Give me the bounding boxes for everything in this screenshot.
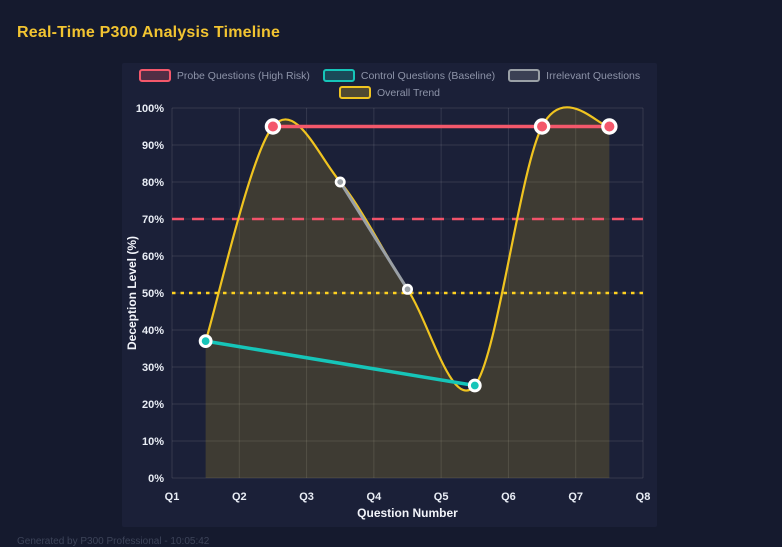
y-tick-label: 70%: [142, 214, 164, 226]
y-tick-label: 90%: [142, 140, 164, 152]
x-tick-label: Q3: [299, 491, 314, 503]
y-tick-label: 100%: [136, 103, 164, 115]
x-tick-label: Q8: [636, 491, 651, 503]
data-point-marker[interactable]: [334, 176, 346, 188]
data-point-marker[interactable]: [401, 283, 413, 295]
y-tick-label: 20%: [142, 399, 164, 411]
legend-label: Control Questions (Baseline): [360, 69, 496, 82]
legend-item-1[interactable]: Control Questions (Baseline): [322, 69, 496, 82]
legend-row: Probe Questions (High Risk) Control Quest…: [138, 69, 640, 82]
x-tick-label: Q1: [165, 491, 180, 503]
y-tick-label: 40%: [142, 325, 164, 337]
y-tick-label: 80%: [142, 177, 164, 189]
legend-swatch-icon: [138, 69, 171, 82]
page-title: Real-Time P300 Analysis Timeline: [17, 24, 281, 41]
legend-label: Probe Questions (High Risk): [176, 69, 310, 82]
legend-item-0[interactable]: Probe Questions (High Risk): [138, 69, 310, 82]
y-axis-title: Deception Level (%): [125, 235, 139, 351]
x-tick-label: Q7: [568, 491, 583, 503]
data-point-marker[interactable]: [467, 378, 482, 393]
y-tick-label: 0%: [148, 473, 164, 485]
y-tick-label: 30%: [142, 362, 164, 374]
y-tick-label: 10%: [142, 436, 164, 448]
y-tick-label: 50%: [142, 288, 164, 300]
data-point-marker[interactable]: [198, 334, 213, 349]
legend-item-2[interactable]: Irrelevant Questions: [508, 69, 640, 82]
data-point-marker[interactable]: [264, 118, 282, 135]
x-tick-label: Q4: [367, 491, 383, 503]
legend-item-3[interactable]: Overall Trend: [338, 86, 441, 99]
legend-label: Irrelevant Questions: [546, 69, 641, 82]
y-tick-label: 60%: [142, 251, 164, 263]
chart-legend: Probe Questions (High Risk) Control Quest…: [122, 69, 657, 99]
data-point-marker[interactable]: [533, 118, 551, 135]
legend-swatch-icon: [508, 69, 541, 82]
footer-note: Generated by P300 Professional - 10:05:4…: [17, 536, 210, 547]
series-line-2: [338, 180, 409, 291]
data-point-marker[interactable]: [601, 118, 618, 135]
legend-swatch-icon: [322, 69, 355, 82]
series-line-1: [203, 339, 477, 388]
x-tick-label: Q2: [232, 491, 247, 503]
x-tick-label: Q6: [501, 491, 516, 503]
legend-swatch-icon: [338, 86, 371, 99]
legend-label: Overall Trend: [376, 86, 441, 99]
legend-row: Overall Trend: [338, 86, 441, 99]
x-axis-title: Question Number: [357, 506, 458, 520]
x-tick-label: Q5: [434, 491, 449, 503]
chart-panel: [122, 63, 657, 527]
